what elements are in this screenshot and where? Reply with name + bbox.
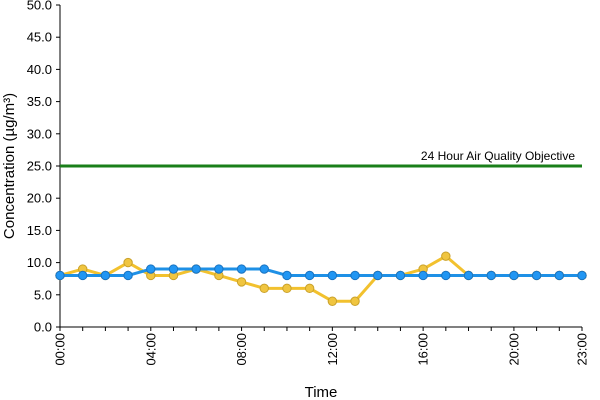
x-tick-label: 20:00 <box>506 333 521 366</box>
series-2-point <box>123 270 133 281</box>
series-1-point <box>259 283 269 294</box>
reference-line-label: 24 Hour Air Quality Objective <box>421 149 575 163</box>
series-2-point <box>350 270 360 281</box>
series-2-point <box>531 270 542 281</box>
series-2-point <box>554 270 565 281</box>
series-2-point <box>168 264 179 274</box>
y-tick-label: 20.0 <box>27 191 52 206</box>
series-2-point <box>327 270 338 281</box>
series-2-point <box>259 264 269 274</box>
x-tick-label: 00:00 <box>53 333 68 366</box>
y-tick-label: 30.0 <box>27 126 52 141</box>
y-tick-label: 5.0 <box>34 287 52 302</box>
series-2-point <box>146 264 156 274</box>
series-2-point <box>418 270 428 281</box>
series-2-point <box>463 270 474 281</box>
series-1-point <box>304 283 315 294</box>
series-2-point <box>100 270 111 281</box>
y-axis-title: Concentration (µg/m³) <box>1 93 18 239</box>
series-2-point <box>191 264 201 274</box>
series-1-point <box>123 257 133 268</box>
series-1-point <box>236 277 247 287</box>
y-tick-label: 50.0 <box>27 0 52 13</box>
series-1-point <box>282 283 292 294</box>
x-tick-label: 12:00 <box>325 333 340 366</box>
x-axis-title: Time <box>305 384 338 400</box>
y-tick-label: 40.0 <box>27 62 52 77</box>
x-tick-label: 08:00 <box>234 333 249 366</box>
y-tick-label: 35.0 <box>27 94 52 109</box>
series-2-point <box>373 270 383 281</box>
x-tick-label: 16:00 <box>416 333 431 366</box>
series-2-point <box>509 270 519 281</box>
series-2-point <box>486 270 496 281</box>
series-2-point <box>577 270 587 281</box>
y-tick-label: 0.0 <box>34 320 52 335</box>
series-2-point <box>214 264 224 274</box>
reference-line-group: 24 Hour Air Quality Objective <box>60 149 582 168</box>
series-1-line <box>59 254 582 303</box>
x-tick-label: 04:00 <box>143 333 158 366</box>
series-2-point <box>282 270 292 281</box>
series-2-point <box>77 270 88 281</box>
y-tick-label: 10.0 <box>27 255 52 270</box>
y-tick-label: 25.0 <box>27 159 52 174</box>
series-2-point <box>55 270 65 281</box>
series-2-point <box>304 270 315 281</box>
tick-labels-group: 0.0 5.0 10.0 15.0 20.0 25.0 30.0 35.0 40.0 45.0 50… <box>27 0 590 366</box>
x-tick-label: 23:00 <box>575 333 590 366</box>
series-1-point <box>441 251 451 261</box>
y-tick-label: 15.0 <box>27 223 52 238</box>
series-group <box>55 251 587 306</box>
y-tick-label: 45.0 <box>27 30 52 45</box>
series-2-point <box>395 270 406 281</box>
chart-axes <box>56 4 583 331</box>
series-2-point <box>441 270 451 281</box>
series-1-point <box>350 296 360 306</box>
series-1-point <box>327 296 338 306</box>
series-2-point <box>236 264 247 274</box>
